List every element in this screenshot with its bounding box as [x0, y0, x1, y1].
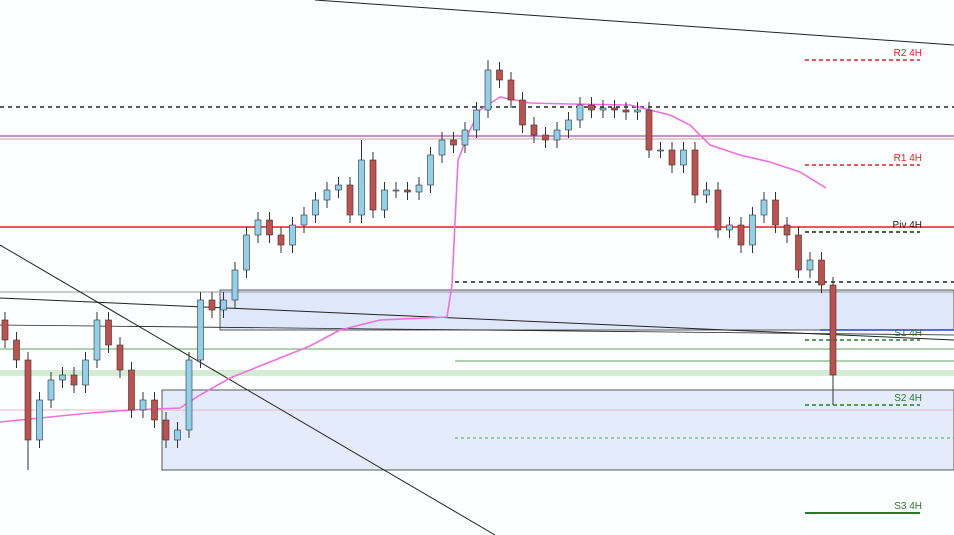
candle-body [691, 149, 699, 196]
candle-body [576, 104, 584, 121]
candle-body [519, 99, 526, 126]
candle-body [622, 109, 630, 113]
candle-body [507, 79, 515, 101]
candle-body [70, 374, 78, 386]
candle-body [714, 189, 722, 231]
candle-body [82, 359, 89, 386]
zone [161, 389, 954, 471]
candle-body [703, 189, 710, 196]
candle-body [266, 219, 273, 236]
candle-body [139, 399, 147, 411]
pivot-label: S2 4H [894, 393, 922, 404]
candle-body [220, 299, 227, 311]
trendline [0, 324, 954, 336]
candle-body [392, 189, 400, 192]
pivot-label: S1 4H [894, 328, 922, 339]
candle-body [59, 374, 66, 381]
pivot-label: S3 4H [894, 501, 922, 512]
candle-body [461, 129, 469, 146]
candle-body [415, 184, 423, 193]
candle-body [565, 119, 572, 131]
candle-body [795, 234, 802, 271]
candle-body [346, 184, 354, 216]
candle-body [185, 359, 193, 431]
candle-body [599, 107, 607, 111]
candle-body [105, 319, 112, 346]
candle-body [737, 224, 745, 246]
candle-body [818, 259, 825, 286]
candle-body [358, 159, 365, 216]
candle-body [760, 199, 768, 216]
candle-body [47, 379, 55, 401]
candle-body [783, 224, 791, 236]
candle-body [369, 159, 377, 211]
candle-body [197, 299, 204, 361]
candle-body [93, 319, 101, 361]
candle-body [450, 139, 457, 146]
candle-body [312, 199, 319, 216]
candle-body [243, 234, 250, 271]
candle-body [438, 139, 446, 156]
candle-body [484, 69, 492, 111]
candle-body [381, 189, 388, 211]
candle-body [611, 107, 618, 111]
candle-body [128, 369, 135, 411]
candle-body [1, 319, 9, 341]
candle-body [323, 189, 331, 201]
candle-body [36, 399, 43, 441]
candle-body [645, 109, 653, 151]
trendline [0, 244, 496, 535]
candle-body [749, 214, 756, 246]
candle-body [680, 149, 687, 166]
zone [0, 370, 954, 376]
candle-body [496, 69, 503, 81]
candle-body [13, 339, 20, 361]
candle-body [254, 219, 262, 236]
candle-body [174, 429, 181, 441]
candle-body [530, 124, 538, 136]
candle-body [668, 149, 676, 166]
candle-body [829, 284, 837, 376]
candle-body [657, 149, 664, 152]
pivot-label: R2 4H [894, 48, 922, 59]
candle-body [208, 299, 216, 311]
candle-body [151, 399, 158, 421]
candle-body [634, 109, 641, 113]
pivot-label: R1 4H [894, 153, 922, 164]
candle-body [404, 189, 411, 193]
candle-body [116, 344, 124, 371]
candle-body [162, 419, 170, 441]
candle-body [553, 129, 561, 141]
candle-body [806, 259, 814, 271]
candle-body [772, 199, 779, 226]
candle-body [726, 224, 733, 231]
candle-body [24, 359, 32, 441]
candle-body [277, 234, 285, 246]
trendline [314, 0, 954, 46]
candle-body [289, 224, 296, 246]
candle-body [427, 154, 434, 186]
candle-body [473, 109, 480, 131]
candle-body [542, 134, 549, 141]
candle-body [335, 184, 342, 191]
candle-body [231, 269, 239, 301]
candle-body [588, 104, 595, 111]
pivot-label: Piv 4H [893, 220, 922, 231]
candle-body [300, 214, 308, 226]
